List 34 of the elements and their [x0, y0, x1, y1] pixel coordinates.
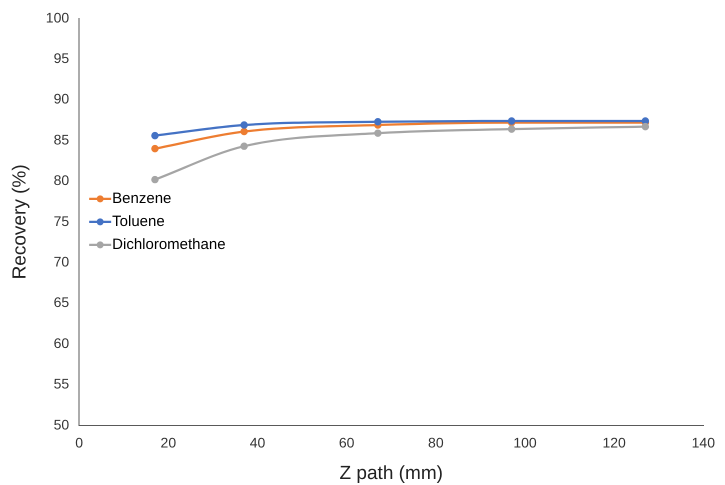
y-tick-label: 95	[54, 50, 70, 66]
point	[374, 129, 382, 137]
point	[240, 128, 248, 136]
y-tick-label: 90	[54, 90, 70, 107]
legend-label: Benzene	[112, 190, 172, 208]
legend-label: Dichloromethane	[112, 236, 226, 254]
point	[151, 176, 159, 184]
point	[508, 125, 516, 133]
y-tick-label: 75	[54, 212, 70, 229]
x-tick-label: 80	[428, 434, 444, 451]
x-tick-label: 60	[338, 434, 355, 451]
y-tick-label: 85	[54, 131, 70, 148]
x-tick-label: 40	[250, 434, 266, 451]
x-tick-label: 100	[513, 434, 537, 451]
y-tick-label: 60	[54, 334, 70, 351]
point	[642, 122, 650, 130]
y-tick-label: 55	[54, 376, 70, 392]
y-axis-title: Recovery (%)	[10, 164, 31, 280]
point	[151, 144, 159, 152]
y-tick-label: 100	[46, 9, 70, 26]
point	[240, 121, 248, 129]
y-tick-label: 65	[54, 294, 70, 310]
x-tick-label: 0	[75, 434, 84, 451]
x-tick-label: 140	[692, 434, 716, 451]
y-tick-label: 50	[54, 416, 70, 432]
x-tick-label: 20	[160, 434, 176, 451]
point	[151, 132, 159, 140]
y-tick-label: 70	[54, 253, 70, 270]
point	[240, 142, 248, 150]
legend-label: Toluene	[112, 213, 165, 230]
x-axis-title: Z path (mm)	[340, 462, 443, 484]
x-tick-label: 120	[602, 434, 626, 451]
y-tick-label: 80	[54, 172, 70, 188]
point	[374, 118, 382, 126]
